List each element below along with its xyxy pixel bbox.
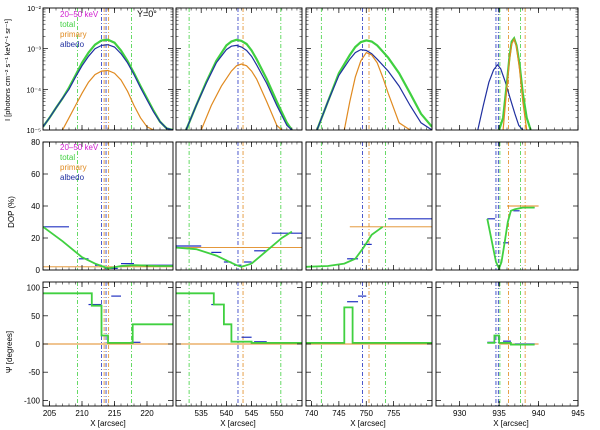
legend2-item-energy: 20–50 keV: [60, 143, 99, 152]
plot-area: [176, 142, 302, 270]
angle-label: Y=0°: [137, 9, 157, 19]
panel-frame: [305, 7, 433, 131]
series-primary-line: [61, 69, 154, 130]
plot-area: [43, 282, 173, 406]
x-tick-label: 755: [387, 409, 401, 418]
ylabel-psi: Ψ [degrees]: [5, 331, 14, 373]
x-tick-label: 930: [453, 409, 467, 418]
plot-area: [315, 8, 432, 130]
series-albedo-line: [185, 44, 293, 130]
plot-area: [43, 8, 173, 130]
panel-frame: [175, 141, 303, 271]
xlabel-4: X [arcsec]: [493, 419, 529, 428]
y-tick-label: 20: [31, 234, 40, 243]
plot-area: [306, 282, 432, 406]
plot-area: [185, 8, 293, 130]
legend-item-energy: 20–50 keV: [60, 10, 99, 19]
x-tick-label: 750: [360, 409, 374, 418]
x-tick-label: 935: [492, 409, 506, 418]
x-tick-label: 745: [332, 409, 346, 418]
x-tick-label: 545: [245, 409, 259, 418]
plot-area: [176, 282, 302, 406]
series-primary-line: [502, 37, 528, 130]
panel-intensity-1: 10⁻⁵ 10⁻⁴ 10⁻³ 10⁻²: [27, 6, 174, 135]
y-tick-label: -100: [24, 396, 41, 405]
y-tick-label: 100: [27, 284, 41, 293]
xlabel-2: X [arcsec]: [220, 419, 256, 428]
y-tick-label: 40: [31, 202, 40, 211]
panel-dop-4: [435, 141, 579, 271]
legend2-item-primary: primary: [60, 163, 87, 172]
plot-area: [306, 142, 432, 270]
series-total-line: [486, 206, 535, 270]
ylabel-dop: DOP (%): [7, 196, 16, 228]
panel-intensity-2: [175, 7, 303, 131]
x-tick-label: 215: [108, 409, 122, 418]
series-total-line: [487, 334, 535, 346]
ylabel-intensity: I [photons cm⁻² s⁻¹ keV⁻¹ sr⁻¹]: [3, 19, 12, 121]
series-total-line: [176, 292, 302, 344]
legend-item-albedo: albedo: [60, 40, 85, 49]
y-tick-label: 10⁻²: [27, 6, 41, 13]
legend2-item-total: total: [60, 153, 75, 162]
x-tick-label: 210: [75, 409, 89, 418]
series-primary-line: [200, 63, 283, 130]
panel-psi-1: 205 210 215 220 -100 -50 0 50 100: [24, 281, 174, 418]
series-primary-line: [343, 51, 411, 130]
panel-psi-4: 930 935 940 945: [435, 281, 585, 418]
plot-area: [486, 142, 539, 270]
x-tick-label: 945: [571, 409, 585, 418]
series-albedo-line: [477, 63, 524, 130]
x-tick-label: 940: [532, 409, 546, 418]
y-tick-label: -50: [28, 368, 40, 377]
panel-frame: [175, 7, 303, 131]
panel-psi-2: 535 540 545 550: [175, 281, 303, 418]
x-tick-label: 550: [270, 409, 284, 418]
panel-grid: 10⁻⁵ 10⁻⁴ 10⁻³ 10⁻² 0 20 40 60 80 205 210 215 220 -10…: [24, 6, 585, 418]
legend2-item-albedo: albedo: [60, 173, 85, 182]
y-tick-label: 10⁻⁵: [27, 128, 41, 135]
series-total-line: [185, 38, 293, 130]
plot-area: [487, 282, 539, 406]
y-tick-label: 50: [31, 312, 40, 321]
x-tick-label: 540: [220, 409, 234, 418]
x-tick-label: 205: [43, 409, 57, 418]
series-total-line: [43, 38, 173, 130]
series-total-line: [43, 292, 173, 344]
panel-psi-3: 740 745 750 755: [305, 281, 433, 418]
series-albedo-line: [43, 44, 173, 130]
xlabel-3: X [arcsec]: [350, 419, 386, 428]
panel-dop-2: [175, 141, 303, 271]
y-tick-label: 10⁻³: [27, 47, 41, 54]
x-tick-label: 535: [195, 409, 209, 418]
y-tick-label: 10⁻⁴: [27, 87, 42, 94]
y-tick-label: 0: [36, 266, 41, 275]
legend-item-total: total: [60, 20, 75, 29]
plot-area: [477, 8, 532, 130]
y-tick-label: 0: [36, 340, 41, 349]
legend-item-primary: primary: [60, 30, 87, 39]
y-tick-label: 80: [31, 138, 40, 147]
series-total-line: [306, 306, 432, 344]
xlabel-1: X [arcsec]: [90, 419, 126, 428]
panel-intensity-4: [435, 7, 579, 131]
series-total-line: [176, 230, 293, 268]
y-tick-label: 60: [31, 170, 40, 179]
legend: 20–50 keV total primary albedo 20–50 keV…: [60, 10, 99, 182]
series-total-line: [315, 39, 432, 130]
panel-dop-1: 0 20 40 60 80: [31, 138, 174, 275]
series-total-line: [306, 226, 384, 268]
x-tick-label: 740: [305, 409, 319, 418]
series-albedo-line: [316, 48, 432, 130]
panel-intensity-3: [305, 7, 433, 131]
panel-dop-3: [305, 141, 433, 271]
x-tick-label: 220: [140, 409, 154, 418]
series-total-line: [43, 226, 173, 270]
panel-frame: [435, 7, 579, 131]
